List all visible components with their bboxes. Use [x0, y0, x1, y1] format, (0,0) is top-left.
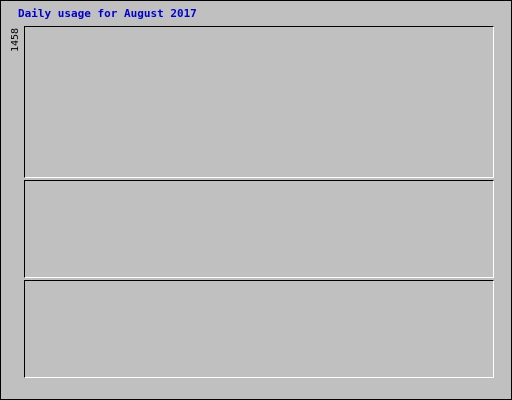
visits-sites-plot — [25, 181, 493, 277]
hits-ymax-label: 1458 — [10, 27, 21, 52]
hits-files-pages-plot — [25, 27, 493, 177]
day-axis-labels — [24, 380, 494, 394]
kb-plot — [25, 281, 493, 377]
chart-title: Daily usage for August 2017 — [18, 7, 197, 20]
usage-hits-panel — [24, 26, 494, 178]
usage-kb-panel — [24, 280, 494, 378]
usage-visits-panel — [24, 180, 494, 278]
